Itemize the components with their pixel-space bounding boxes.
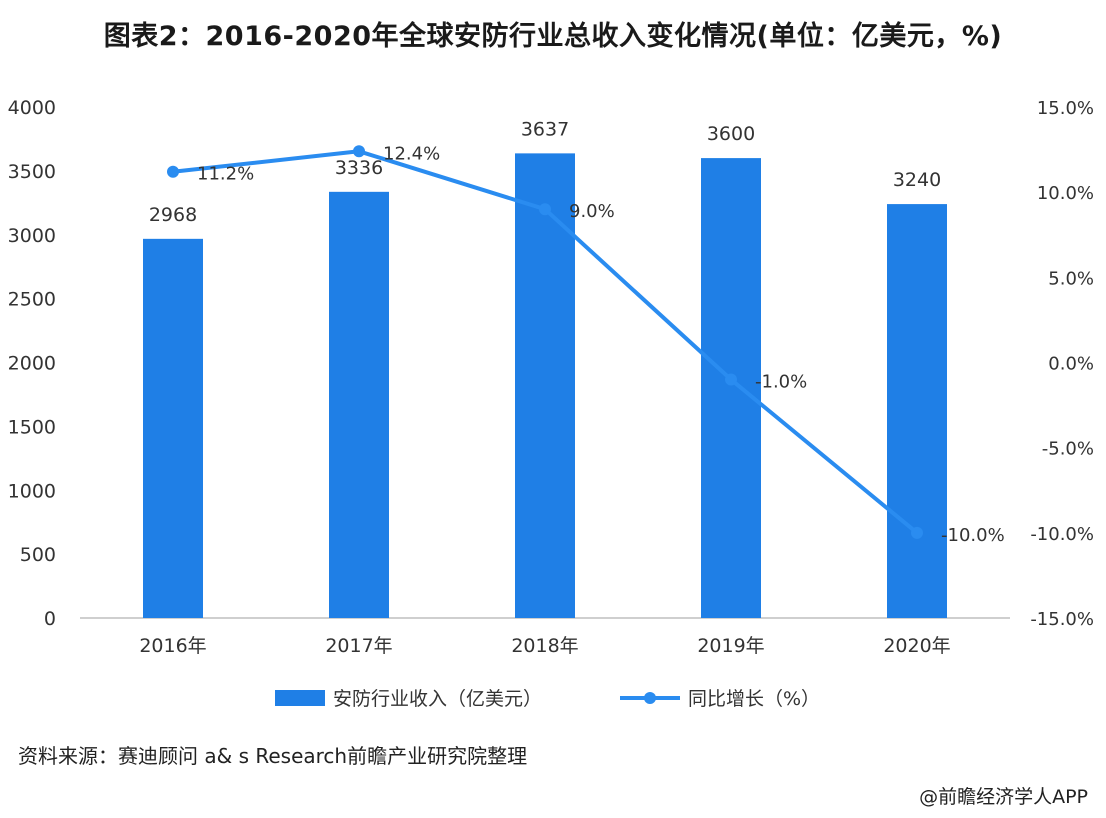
- chart-title: 图表2：2016-2020年全球安防行业总收入变化情况(单位：亿美元，%): [103, 21, 1003, 52]
- legend-bar-swatch: [275, 690, 325, 706]
- x-tick-label: 2017年: [325, 635, 392, 657]
- growth-value-label: -10.0%: [941, 525, 1005, 546]
- legend-line-label: 同比增长（%）: [688, 688, 820, 710]
- bar-revenue: [515, 153, 575, 619]
- bar-value-label: 2968: [149, 204, 197, 226]
- y-left-tick-label: 3000: [8, 225, 56, 247]
- y-right-tick-label: -10.0%: [1030, 524, 1094, 545]
- x-tick-label: 2019年: [697, 635, 764, 657]
- legend-line-marker: [644, 692, 656, 704]
- y-right-tick-label: 5.0%: [1048, 268, 1094, 289]
- bar-revenue: [701, 158, 761, 618]
- growth-point: [539, 203, 551, 216]
- bar-value-label: 3336: [335, 157, 383, 179]
- bar-value-label: 3600: [707, 123, 755, 145]
- growth-value-label: -1.0%: [755, 372, 807, 393]
- y-left-tick-label: 500: [20, 544, 56, 566]
- y-left-tick-label: 2500: [8, 289, 56, 311]
- credit-note: @前瞻经济学人APP: [919, 786, 1088, 808]
- bar-value-label: 3637: [521, 118, 569, 140]
- legend-bar-label: 安防行业收入（亿美元）: [333, 688, 542, 710]
- y-right-tick-label: 15.0%: [1037, 98, 1094, 119]
- bar-revenue: [143, 238, 203, 618]
- x-tick-label: 2016年: [139, 635, 206, 657]
- growth-value-label: 9.0%: [569, 201, 615, 222]
- growth-point: [911, 526, 923, 539]
- y-right-tick-label: -15.0%: [1030, 609, 1094, 630]
- y-left-tick-label: 0: [44, 608, 56, 630]
- y-left-tick-label: 1000: [8, 480, 56, 502]
- bar-revenue: [887, 204, 947, 618]
- growth-value-label: 11.2%: [197, 164, 254, 185]
- y-left-tick-label: 2000: [8, 353, 56, 375]
- y-left-tick-label: 4000: [8, 97, 56, 119]
- y-right-tick-label: 10.0%: [1037, 183, 1094, 204]
- x-tick-label: 2020年: [883, 635, 950, 657]
- y-right-tick-label: -5.0%: [1042, 439, 1094, 460]
- source-note: 资料来源：赛迪顾问 a& s Research前瞻产业研究院整理: [18, 744, 528, 768]
- x-tick-label: 2018年: [511, 635, 578, 657]
- y-right-tick-label: 0.0%: [1048, 354, 1094, 375]
- bar-revenue: [329, 191, 389, 619]
- bar-value-label: 3240: [893, 169, 941, 191]
- growth-point: [167, 165, 179, 178]
- y-left-tick-label: 3500: [8, 161, 56, 183]
- growth-value-label: 12.4%: [383, 143, 440, 164]
- growth-point: [725, 373, 737, 386]
- y-left-tick-label: 1500: [8, 416, 56, 438]
- growth-point: [353, 145, 365, 158]
